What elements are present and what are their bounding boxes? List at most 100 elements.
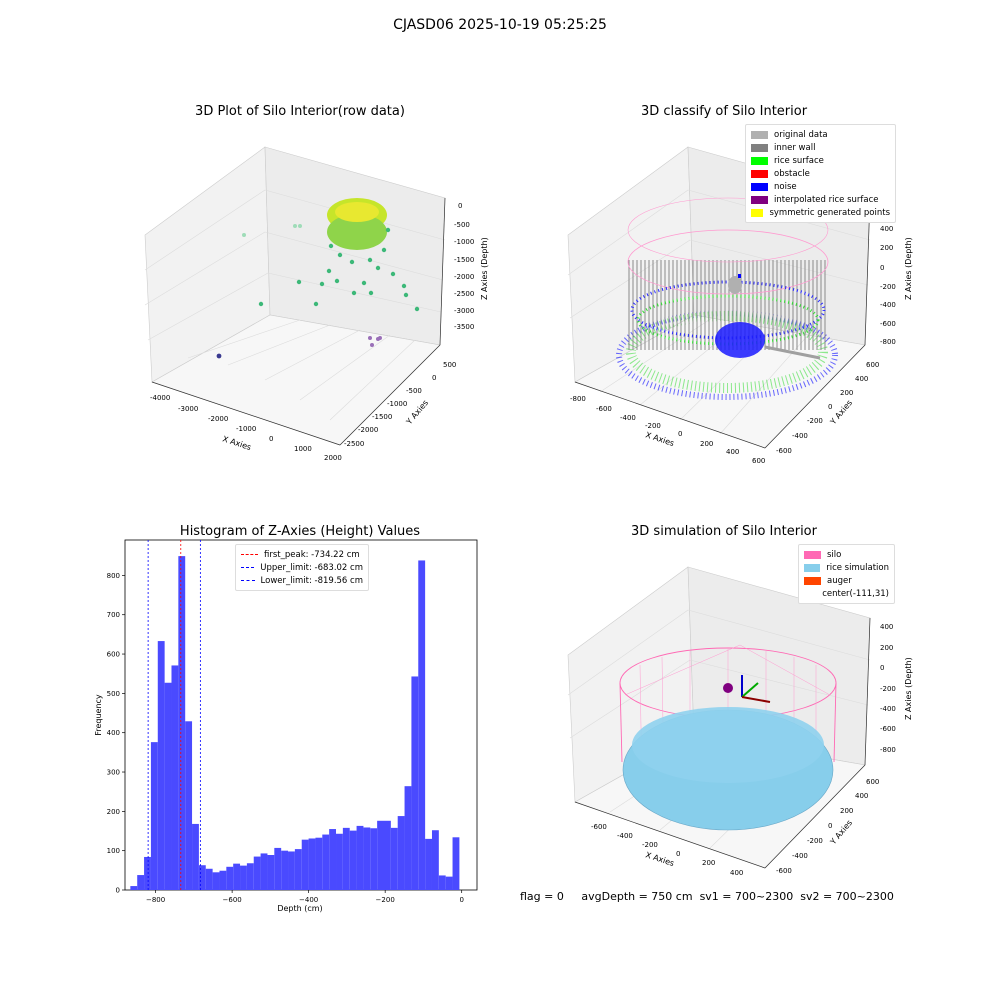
svg-text:-600: -600 bbox=[776, 447, 792, 455]
legend-swatch bbox=[751, 208, 764, 217]
histogram-bar bbox=[274, 847, 282, 890]
y-tick-label: 100 bbox=[107, 847, 120, 855]
x-tick-label: −800 bbox=[146, 896, 165, 904]
legend-item: Lower_limit: -819.56 cm bbox=[241, 574, 363, 587]
y-tick-label: 0 bbox=[116, 887, 120, 895]
histogram-bar bbox=[267, 855, 275, 890]
legend-line bbox=[241, 554, 258, 555]
y-tick-label: 400 bbox=[107, 729, 120, 737]
y-tick-label: 200 bbox=[107, 808, 120, 816]
histogram-bar bbox=[301, 839, 309, 890]
svg-text:600: 600 bbox=[866, 361, 879, 369]
simulation-tick-labels: -600 -400 -200 0 200 400 600 400 200 0 -… bbox=[591, 623, 896, 877]
histogram-bar bbox=[294, 849, 302, 890]
histogram-bar bbox=[205, 868, 213, 890]
raw-x-axis-line bbox=[151, 381, 341, 446]
legend-item: center(-111,31) bbox=[804, 587, 889, 600]
histogram-bar bbox=[130, 886, 138, 890]
legend-item: Upper_limit: -683.02 cm bbox=[241, 561, 363, 574]
y-tick-label: 600 bbox=[107, 651, 120, 659]
legend-line bbox=[241, 580, 255, 581]
histogram-bars bbox=[130, 556, 460, 890]
x-tick-label: −200 bbox=[376, 896, 395, 904]
histogram-bar bbox=[356, 825, 364, 890]
svg-text:-200: -200 bbox=[880, 283, 896, 291]
raw-z-tick: -2500 bbox=[454, 290, 474, 298]
raw-z-tick: -3500 bbox=[454, 323, 474, 331]
histogram-bar bbox=[226, 866, 234, 890]
histogram-legend: first_peak: -734.22 cm Upper_limit: -683… bbox=[235, 544, 369, 591]
status-footer: flag = 0 avgDepth = 750 cm sv1 = 700~230… bbox=[520, 890, 894, 903]
raw-x-tick: -3000 bbox=[178, 405, 198, 413]
x-tick-label: −400 bbox=[299, 896, 318, 904]
raw-z-tick: 0 bbox=[458, 202, 462, 210]
raw-x-tick: -4000 bbox=[150, 394, 170, 402]
histogram-bar bbox=[157, 641, 165, 890]
raw-3d-axes-box bbox=[144, 146, 446, 446]
histogram-bar bbox=[246, 863, 254, 890]
sv1-text: sv1 = 700~2300 bbox=[699, 890, 794, 903]
histogram-title: Histogram of Z-Axies (Height) Values bbox=[179, 524, 421, 539]
svg-text:-400: -400 bbox=[792, 432, 808, 440]
histogram-bar bbox=[288, 851, 295, 890]
y-tick-label: 800 bbox=[107, 572, 120, 580]
classify-tick-labels: -800 -600 -400 -200 0 200 400 600 600 40… bbox=[570, 206, 896, 465]
histogram-bar bbox=[185, 721, 193, 890]
raw-y-tick: -1500 bbox=[372, 413, 392, 421]
histogram-bar bbox=[253, 856, 261, 890]
svg-text:-800: -800 bbox=[570, 395, 586, 403]
axis-x-arrow bbox=[741, 696, 771, 703]
raw-x-tick: -1000 bbox=[236, 425, 256, 433]
histogram-bar bbox=[281, 850, 289, 890]
raw-y-tick: -1000 bbox=[387, 400, 407, 408]
raw-y-axis-line bbox=[339, 344, 441, 446]
histogram-bar bbox=[377, 820, 384, 890]
legend-item: symmetric generated points bbox=[751, 206, 890, 219]
axis-y-arrow bbox=[741, 682, 759, 698]
legend-swatch bbox=[804, 563, 821, 572]
histogram-bar bbox=[404, 786, 412, 890]
svg-text:400: 400 bbox=[880, 623, 893, 631]
histogram-bar bbox=[349, 830, 357, 890]
classify-point-cloud bbox=[616, 197, 838, 400]
simulation-x-label: X Axies bbox=[644, 850, 675, 868]
svg-text:-200: -200 bbox=[807, 417, 823, 425]
svg-text:-800: -800 bbox=[880, 338, 896, 346]
x-tick-label: −600 bbox=[223, 896, 242, 904]
svg-text:-800: -800 bbox=[880, 746, 896, 754]
legend-item: rice simulation bbox=[804, 561, 889, 574]
histogram-bar bbox=[137, 875, 145, 890]
legend-swatch bbox=[751, 130, 768, 139]
legend-swatch bbox=[751, 195, 768, 204]
raw-z-label: Z Axies (Depth) bbox=[480, 237, 489, 300]
legend-swatch bbox=[751, 156, 768, 165]
svg-text:0: 0 bbox=[678, 430, 682, 438]
simulation-rice bbox=[622, 707, 834, 831]
svg-text:-200: -200 bbox=[807, 837, 823, 845]
figure-title: CJASD06 2025-10-19 05:25:25 bbox=[393, 17, 607, 33]
histogram-bar bbox=[240, 865, 247, 890]
svg-text:-600: -600 bbox=[776, 867, 792, 875]
histogram-x-ticks: −800 −600 −400 −200 0 bbox=[146, 890, 464, 904]
classify-legend: original data inner wall rice surface ob… bbox=[745, 124, 896, 223]
x-tick-label: 0 bbox=[459, 896, 463, 904]
legend-item: original data bbox=[751, 128, 890, 141]
raw-x-tick: -2000 bbox=[208, 415, 228, 423]
histogram-bar bbox=[425, 838, 432, 890]
raw-z-tick: -2000 bbox=[454, 273, 474, 281]
histogram-bar bbox=[342, 827, 350, 890]
histogram-bar bbox=[431, 830, 439, 890]
raw-z-tick: -3000 bbox=[454, 307, 474, 315]
raw-point-cloud bbox=[216, 198, 420, 359]
raw-scatter-points bbox=[258, 227, 420, 312]
simulation-z-label: Z Axies (Depth) bbox=[904, 657, 913, 720]
histogram-bar bbox=[164, 682, 172, 890]
simulation-panel-title: 3D simulation of Silo Interior bbox=[631, 524, 817, 539]
classify-silo-top-ring bbox=[627, 229, 829, 295]
raw-y-tick: 0 bbox=[432, 374, 436, 382]
histogram-bar bbox=[390, 827, 398, 890]
legend-swatch bbox=[751, 169, 768, 178]
svg-text:600: 600 bbox=[866, 778, 879, 786]
raw-y-tick: -2500 bbox=[344, 440, 364, 448]
